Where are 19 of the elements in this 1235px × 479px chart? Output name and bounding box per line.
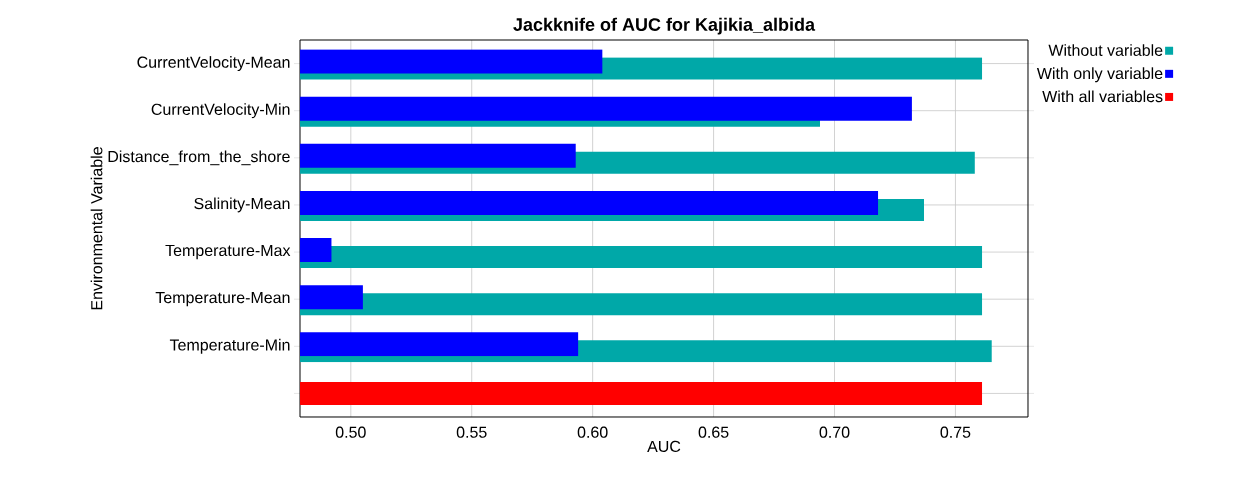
x-tick-label: 0.55: [456, 426, 487, 438]
y-tick-label: Distance_from_the_shore: [108, 150, 290, 166]
y-tick-label: Temperature-Min: [169, 338, 290, 354]
x-tick-label: 0.60: [577, 426, 608, 438]
y-tick-label: Temperature-Mean: [155, 292, 290, 307]
y-tick-label: CurrentVelocity-Mean: [137, 56, 290, 72]
x-axis-title: AUC: [647, 440, 681, 453]
x-tick-label: 0.65: [698, 426, 729, 438]
y-tick-label: Temperature-Max: [165, 244, 291, 260]
y-tick-label: CurrentVelocity-Min: [151, 103, 290, 119]
x-tick-label: 0.70: [819, 426, 850, 438]
legend-label: With only variable: [1036, 67, 1163, 83]
chart-title: Jackknife of AUC for Kajikia_albida: [513, 17, 816, 35]
y-axis-title: Environmental Variable: [90, 147, 103, 310]
legend-label: With all variables: [1042, 90, 1163, 103]
y-tick-label: Salinity-Mean: [194, 197, 290, 213]
x-tick-label: 0.50: [335, 426, 366, 438]
x-tick-label: 0.75: [940, 426, 971, 438]
legend-label: Without variable: [1048, 44, 1163, 56]
